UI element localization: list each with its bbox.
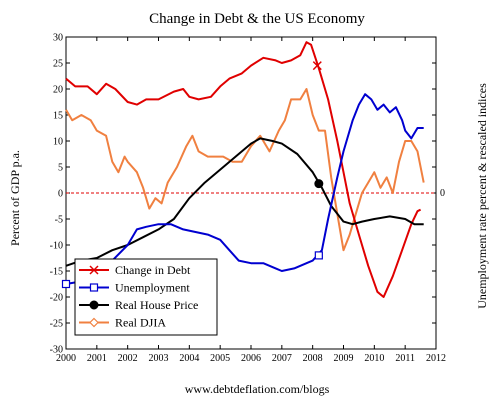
series-line-unemployment	[65, 93, 424, 285]
right-axis-tick-zero: 0	[440, 188, 445, 199]
series-line-real-house-price	[65, 137, 424, 267]
x-tick-label: 2001	[87, 353, 107, 364]
y-tick-label: 10	[53, 137, 63, 148]
legend-marker-real-house-price	[89, 300, 99, 310]
y-tick-label: 0	[58, 189, 63, 200]
y-tick-label: 5	[58, 163, 63, 174]
legend-marker-change-in-debt	[89, 265, 99, 275]
y-tick-label: -20	[50, 293, 63, 304]
y-tick-label: 15	[53, 111, 63, 122]
y-tick-label: -15	[50, 267, 63, 278]
y-tick-label: 25	[53, 59, 63, 70]
chart-title: Change in Debt & the US Economy	[149, 11, 365, 27]
x-tick-label: 2007	[272, 353, 292, 364]
series-marker-change-in-debt	[312, 61, 322, 71]
series-marker-unemployment	[61, 279, 71, 289]
y-tick-label: -25	[50, 319, 63, 330]
x-tick-label: 2000	[56, 353, 76, 364]
legend-label-real-house-price: Real House Price	[115, 298, 198, 312]
x-tick-label: 2006	[241, 353, 261, 364]
x-tick-label: 2005	[210, 353, 230, 364]
y-tick-label: 20	[53, 85, 63, 96]
y-tick-label: -5	[55, 215, 63, 226]
x-tick-label: 2012	[426, 353, 446, 364]
series-line-real-djia	[65, 88, 425, 252]
legend-label-unemployment: Unemployment	[115, 281, 190, 295]
legend-marker-real-djia	[89, 317, 99, 328]
x-tick-label: 2010	[364, 353, 384, 364]
legend-label-change-in-debt: Change in Debt	[115, 263, 191, 277]
x-tick-label: 2008	[303, 353, 323, 364]
x-tick-label: 2004	[179, 353, 199, 364]
series-marker-real-house-price	[314, 179, 324, 189]
series-marker-unemployment	[314, 251, 323, 260]
y-tick-label: -10	[50, 241, 63, 252]
x-tick-label: 2002	[118, 353, 138, 364]
x-tick-label: 2011	[395, 353, 415, 364]
legend-marker-unemployment	[89, 283, 99, 292]
legend-label-real-djia: Real DJIA	[115, 316, 166, 330]
x-tick-label: 2009	[334, 353, 354, 364]
y-tick-label: 30	[53, 33, 63, 44]
x-tick-label: 2003	[149, 353, 169, 364]
series-line-change-in-debt	[65, 41, 422, 298]
source-caption: www.debtdeflation.com/blogs	[185, 382, 330, 396]
y-axis-label-left: Percent of GDP p.a.	[8, 150, 22, 246]
y-axis-label-right: Unemployment rate percent & rescaled ind…	[475, 83, 489, 309]
y-tick-label: -30	[50, 345, 63, 356]
